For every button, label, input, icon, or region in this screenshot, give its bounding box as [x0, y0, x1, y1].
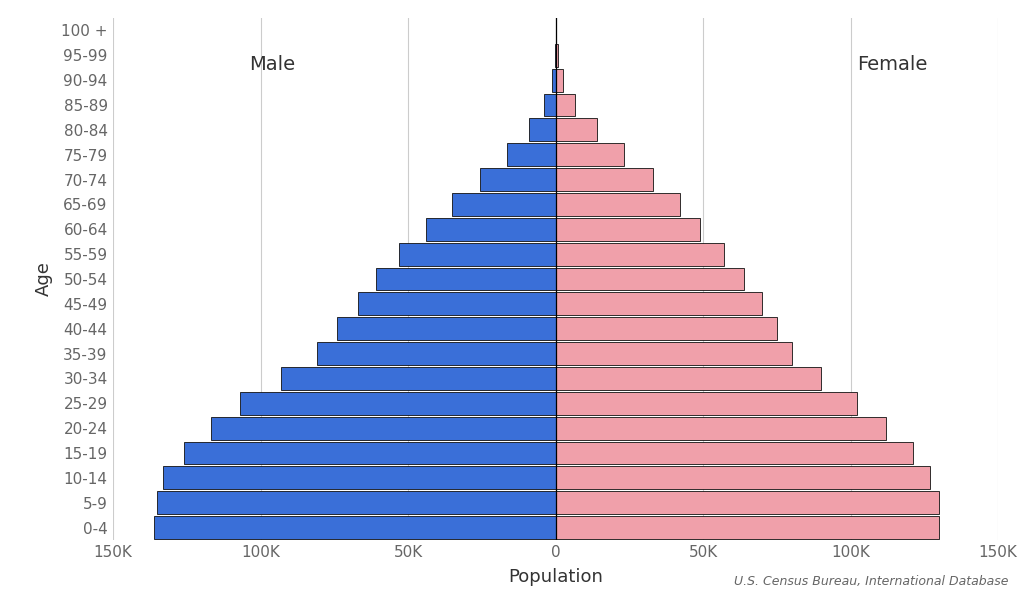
Bar	[164, 466, 556, 489]
Bar	[556, 466, 930, 489]
Text: U.S. Census Bureau, International Database: U.S. Census Bureau, International Databa…	[734, 575, 1008, 588]
Bar	[556, 417, 886, 440]
Bar	[556, 118, 597, 141]
Bar	[556, 392, 856, 415]
Text: Female: Female	[857, 55, 927, 74]
Bar	[556, 442, 913, 464]
Bar	[556, 342, 791, 365]
Y-axis label: Age: Age	[35, 262, 52, 296]
Bar	[154, 516, 556, 539]
Bar	[507, 143, 556, 166]
X-axis label: Population: Population	[508, 568, 603, 586]
Bar	[481, 168, 556, 191]
Bar	[556, 44, 558, 67]
Bar	[553, 69, 556, 92]
Bar	[184, 442, 556, 464]
Bar	[556, 168, 653, 191]
Bar	[338, 317, 556, 340]
Bar	[556, 292, 762, 315]
Bar	[240, 392, 556, 415]
Bar	[544, 94, 556, 116]
Bar	[556, 367, 821, 390]
Bar	[529, 118, 556, 141]
Bar	[556, 317, 777, 340]
Bar	[556, 516, 939, 539]
Bar	[281, 367, 556, 390]
Text: Male: Male	[249, 55, 295, 74]
Bar	[556, 268, 744, 290]
Bar	[453, 193, 556, 216]
Bar	[358, 292, 556, 315]
Bar	[556, 143, 624, 166]
Bar	[157, 491, 556, 514]
Bar	[556, 69, 563, 92]
Bar	[376, 268, 556, 290]
Bar	[556, 491, 939, 514]
Bar	[556, 218, 700, 241]
Bar	[556, 243, 723, 266]
Bar	[399, 243, 556, 266]
Bar	[211, 417, 556, 440]
Bar	[556, 193, 679, 216]
Bar	[317, 342, 556, 365]
Bar	[556, 94, 575, 116]
Bar	[426, 218, 556, 241]
